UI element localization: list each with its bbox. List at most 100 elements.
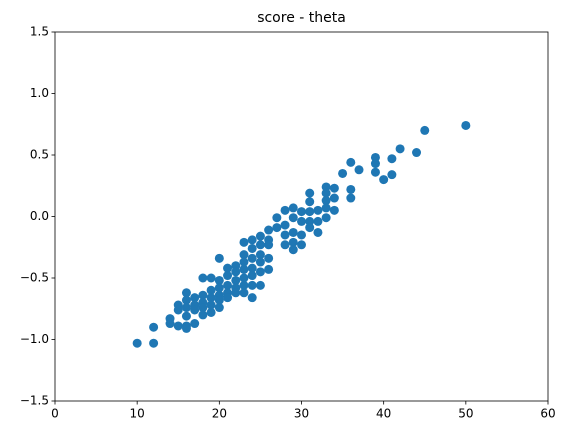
point: [206, 273, 216, 283]
point: [305, 223, 315, 233]
point: [264, 225, 274, 235]
point: [321, 188, 331, 198]
point: [247, 253, 257, 263]
point: [181, 323, 191, 333]
point: [239, 250, 249, 260]
y-tick-label: −0.5: [20, 271, 49, 285]
point: [247, 271, 257, 281]
point: [288, 237, 298, 247]
point: [198, 303, 208, 313]
point: [198, 310, 208, 320]
point: [214, 253, 224, 263]
point: [206, 285, 216, 295]
point: [247, 280, 257, 290]
point: [272, 223, 282, 233]
point: [214, 303, 224, 313]
point: [280, 230, 290, 240]
point: [206, 307, 216, 317]
point: [313, 227, 323, 237]
x-tick-label: 60: [540, 407, 555, 421]
x-tick-label: 10: [130, 407, 145, 421]
point: [231, 275, 241, 285]
point: [370, 167, 380, 177]
point: [247, 243, 257, 253]
point: [223, 280, 233, 290]
point: [247, 293, 257, 303]
point: [190, 319, 200, 329]
y-tick-label: −1.0: [20, 332, 49, 346]
point: [239, 273, 249, 283]
point: [412, 148, 422, 158]
point: [280, 240, 290, 250]
point: [313, 216, 323, 226]
point: [346, 184, 356, 194]
point: [346, 157, 356, 167]
y-tick-label: 0.5: [30, 148, 49, 162]
point: [288, 213, 298, 223]
point: [264, 240, 274, 250]
point: [387, 170, 397, 180]
point: [255, 240, 265, 250]
point: [370, 159, 380, 169]
point: [321, 182, 331, 192]
point: [420, 125, 430, 135]
point: [305, 216, 315, 226]
point: [181, 303, 191, 313]
point: [239, 237, 249, 247]
point: [280, 205, 290, 215]
point: [239, 264, 249, 274]
point: [214, 283, 224, 293]
point: [247, 235, 257, 245]
point: [231, 261, 241, 271]
point: [231, 267, 241, 277]
point: [247, 263, 257, 273]
point: [173, 321, 183, 331]
point: [206, 300, 216, 310]
point: [329, 183, 339, 193]
point: [288, 203, 298, 213]
point: [255, 257, 265, 267]
point: [214, 275, 224, 285]
point: [305, 188, 315, 198]
point: [264, 264, 274, 274]
plot-frame: [54, 31, 549, 402]
point: [223, 271, 233, 281]
point: [231, 288, 241, 298]
point: [190, 293, 200, 303]
y-tick-label: 1.5: [30, 25, 49, 39]
point: [223, 293, 233, 303]
point: [190, 305, 200, 315]
point: [387, 154, 397, 164]
chart-title: score - theta: [257, 10, 346, 26]
point: [165, 319, 175, 329]
point: [255, 250, 265, 260]
point: [280, 220, 290, 230]
point: [272, 213, 282, 223]
point: [297, 216, 306, 226]
point: [346, 193, 356, 203]
point: [173, 305, 183, 315]
point: [370, 152, 380, 162]
point: [321, 213, 331, 223]
point: [198, 273, 208, 283]
point: [132, 338, 142, 348]
point: [321, 203, 331, 213]
point: [214, 295, 224, 305]
point: [338, 168, 348, 178]
point: [313, 205, 323, 215]
y-tick-label: 1.0: [30, 86, 49, 100]
point: [239, 280, 249, 290]
point: [354, 165, 364, 175]
x-tick-label: 0: [51, 407, 59, 421]
point: [321, 196, 331, 206]
point: [149, 322, 159, 332]
x-tick-label: 30: [294, 407, 309, 421]
point: [329, 205, 339, 215]
point: [206, 293, 216, 303]
point: [288, 245, 298, 255]
x-tick-label: 40: [376, 407, 391, 421]
point: [255, 280, 265, 290]
point: [181, 288, 191, 298]
y-tick-label: −1.5: [20, 394, 49, 408]
